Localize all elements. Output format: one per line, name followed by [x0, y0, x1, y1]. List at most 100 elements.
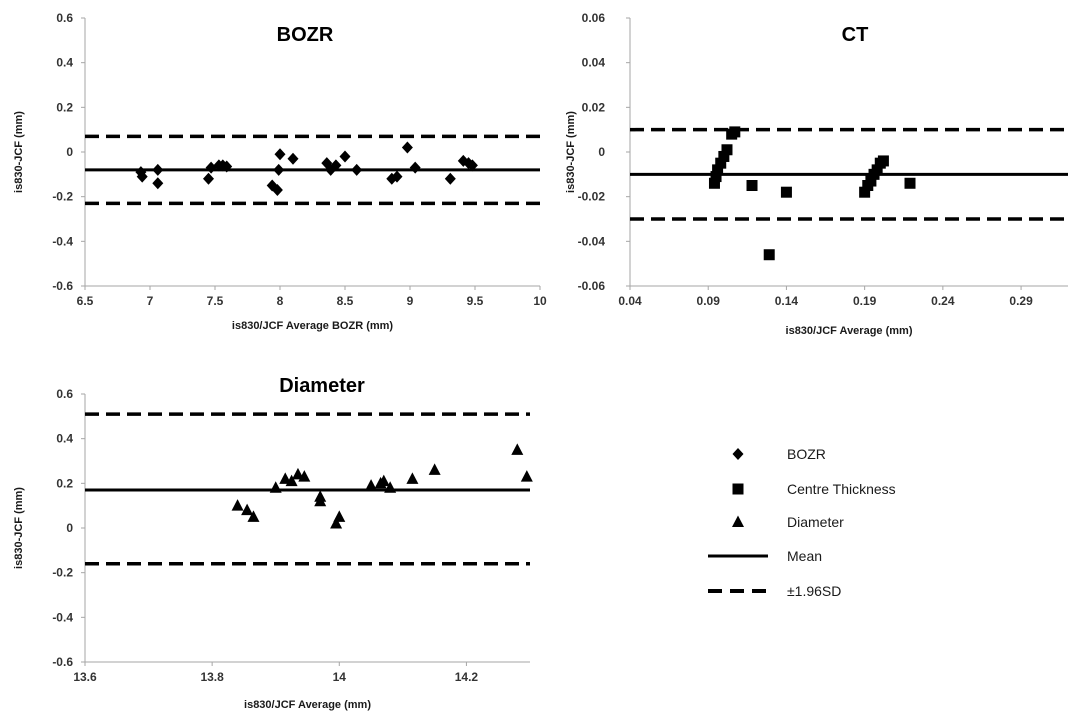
- y-axis-title: is830-JCF (mm): [13, 111, 25, 193]
- data-point: [205, 161, 217, 174]
- chart-title: BOZR: [277, 24, 334, 46]
- data-point: [152, 163, 164, 176]
- y-tick-label: 0.2: [56, 100, 73, 114]
- x-tick-label: 0.19: [853, 294, 877, 308]
- data-point: [391, 170, 403, 183]
- data-point: [871, 164, 883, 176]
- y-tick-label: -0.2: [52, 566, 73, 580]
- legend-item: Centre Thickness: [732, 481, 896, 497]
- y-tick-label: -0.04: [578, 234, 606, 248]
- data-point: [333, 510, 346, 522]
- legend-label: Diameter: [787, 514, 844, 530]
- data-point: [708, 177, 720, 189]
- data-point: [285, 474, 298, 487]
- legend-label: ±1.96SD: [787, 583, 841, 599]
- data-point: [231, 499, 244, 511]
- y-tick-label: 0: [598, 145, 605, 159]
- data-point: [269, 481, 282, 493]
- legend-triangle-marker: [732, 515, 744, 527]
- data-point: [287, 152, 299, 165]
- y-tick-label: 0: [66, 145, 73, 159]
- x-tick-label: 13.8: [200, 670, 224, 684]
- y-tick-label: 0.4: [56, 432, 73, 446]
- data-point: [351, 163, 363, 176]
- data-point: [746, 180, 758, 191]
- data-point: [271, 183, 283, 196]
- x-tick-label: 10: [533, 294, 547, 308]
- data-point: [314, 490, 327, 502]
- x-axis-title: is830/JCF Average (mm): [244, 699, 371, 711]
- data-point: [511, 443, 524, 455]
- legend-item: Mean: [708, 548, 822, 564]
- y-tick-label: 0.06: [582, 11, 606, 25]
- chart-diameter: -0.6 -0.4 -0.2 0 0.2 0.4 0.6 13.6 13.8 14 14.2 Diam…: [13, 375, 533, 711]
- x-tick-label: 0.09: [697, 294, 721, 308]
- data-point: [273, 163, 285, 176]
- data-point: [136, 170, 148, 183]
- x-tick-label: 9.5: [467, 294, 484, 308]
- data-point: [152, 177, 164, 190]
- data-point: [241, 503, 254, 516]
- data-point: [221, 160, 233, 173]
- x-tick-label: 7.5: [207, 294, 224, 308]
- y-tick-label: -0.02: [578, 190, 606, 204]
- y-tick-label: -0.4: [52, 610, 73, 624]
- data-point: [274, 148, 286, 161]
- data-point: [330, 517, 343, 529]
- chart-bozr: -0.6 -0.4 -0.2 0 0.2 0.4 0.6 6.5 7 7.5 8 8.5 9 9.5 10 B…: [13, 11, 547, 332]
- legend-label: Mean: [787, 548, 822, 564]
- data-point: [203, 172, 214, 185]
- y-tick-label: -0.4: [52, 234, 73, 248]
- legend: BOZR Centre Thickness Diameter Mean ±1.96SD: [708, 446, 896, 599]
- data-point: [291, 467, 304, 480]
- x-tick-label: 0.24: [931, 294, 955, 308]
- x-tick-label: 0.14: [775, 294, 799, 308]
- y-axis-title: is830-JCF (mm): [565, 111, 577, 193]
- data-point: [406, 472, 419, 484]
- data-point: [365, 479, 378, 491]
- x-tick-label: 9: [407, 294, 414, 308]
- data-point: [865, 175, 877, 187]
- data-point: [877, 155, 889, 167]
- legend-label: BOZR: [787, 446, 826, 462]
- data-point: [401, 141, 413, 154]
- legend-item: ±1.96SD: [708, 583, 841, 599]
- data-point: [384, 481, 397, 493]
- data-point: [729, 126, 741, 138]
- legend-diamond-marker: [732, 448, 744, 460]
- data-point: [247, 510, 260, 522]
- x-tick-label: 0.04: [618, 294, 642, 308]
- data-point: [763, 249, 775, 261]
- y-tick-label: 0.4: [56, 56, 73, 70]
- legend-item: BOZR: [732, 446, 826, 462]
- y-tick-label: 0.6: [56, 11, 73, 25]
- data-point: [718, 150, 730, 162]
- y-tick-label: -0.2: [52, 190, 73, 204]
- y-tick-label: 0.02: [582, 100, 606, 114]
- data-point: [904, 177, 916, 189]
- x-tick-label: 14.2: [455, 670, 479, 684]
- x-tick-label: 6.5: [77, 294, 94, 308]
- x-axis-title: is830/JCF Average (mm): [786, 325, 913, 337]
- x-tick-label: 14: [333, 670, 347, 684]
- data-point: [298, 470, 311, 482]
- data-point: [339, 150, 351, 163]
- data-point: [377, 474, 390, 487]
- data-point: [409, 161, 421, 174]
- y-tick-label: 0: [66, 521, 73, 535]
- y-tick-label: -0.6: [52, 279, 73, 293]
- data-point: [330, 159, 342, 172]
- data-point: [444, 172, 456, 185]
- y-tick-label: -0.6: [52, 655, 73, 669]
- chart-title: Diameter: [279, 375, 365, 397]
- y-tick-label: 0.6: [56, 387, 73, 401]
- x-tick-label: 7: [147, 294, 154, 308]
- data-point: [712, 164, 724, 176]
- legend-item: Diameter: [732, 514, 844, 530]
- data-point: [279, 472, 292, 484]
- data-point: [715, 157, 727, 169]
- chart-ct: -0.06 -0.04 -0.02 0 0.02 0.04 0.06 0.04 0.09 0.14…: [565, 11, 1068, 337]
- x-axis-title: is830/JCF Average BOZR (mm): [232, 320, 394, 332]
- y-axis-title: is830-JCF (mm): [13, 487, 25, 569]
